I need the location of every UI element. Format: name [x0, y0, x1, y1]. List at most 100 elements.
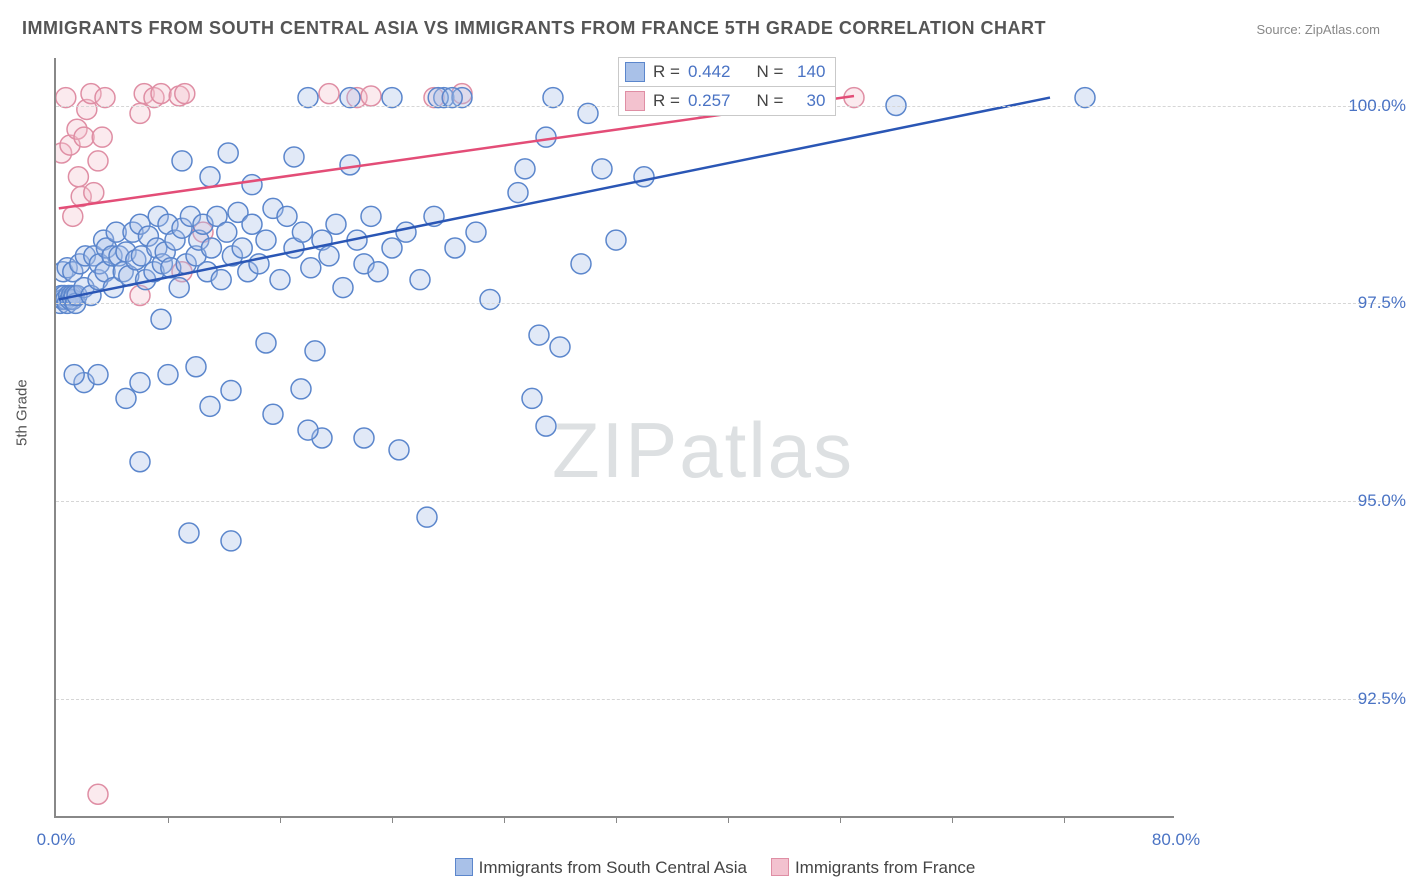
data-point [200, 167, 220, 187]
data-point [319, 246, 339, 266]
data-point [151, 309, 171, 329]
data-point [291, 379, 311, 399]
data-point [130, 373, 150, 393]
data-point [396, 222, 416, 242]
x-minor-tick [840, 816, 841, 823]
stat-row: R = 0.442 N = 140 [618, 57, 836, 87]
y-tick-label: 100.0% [1316, 96, 1406, 116]
stat-n-value: 30 [791, 91, 825, 111]
x-axis-legend: Immigrants from South Central Asia Immigr… [0, 858, 1406, 878]
data-point [480, 289, 500, 309]
stat-n-value: 140 [791, 62, 825, 82]
x-minor-tick [616, 816, 617, 823]
scatter-plot: 92.5%95.0%97.5%100.0%0.0%80.0% [54, 58, 1174, 818]
data-point [242, 214, 262, 234]
x-minor-tick [504, 816, 505, 823]
data-point [515, 159, 535, 179]
data-point [333, 278, 353, 298]
stat-n-label: N = [756, 62, 783, 82]
data-point [298, 420, 318, 440]
data-point [536, 127, 556, 147]
legend-label: Immigrants from France [795, 858, 975, 877]
data-point [64, 365, 84, 385]
data-point [354, 428, 374, 448]
data-point [389, 440, 409, 460]
data-point [382, 238, 402, 258]
data-point [92, 127, 112, 147]
data-point [417, 507, 437, 527]
data-point [130, 452, 150, 472]
x-minor-tick [952, 816, 953, 823]
legend-label: Immigrants from South Central Asia [479, 858, 747, 877]
correlation-stats: R = 0.442 N = 140R = 0.257 N = 30 [618, 58, 836, 116]
data-point [270, 270, 290, 290]
data-point [361, 206, 381, 226]
data-point [606, 230, 626, 250]
stat-r-value: 0.442 [688, 62, 731, 82]
data-point [445, 238, 465, 258]
y-tick-label: 95.0% [1316, 491, 1406, 511]
gridline [56, 303, 1396, 304]
data-point [232, 238, 252, 258]
data-point [284, 147, 304, 167]
gridline [56, 699, 1396, 700]
chart-title: IMMIGRANTS FROM SOUTH CENTRAL ASIA VS IM… [22, 18, 1046, 39]
trend-line [59, 98, 1050, 300]
data-point [84, 183, 104, 203]
legend-swatch [625, 91, 645, 111]
data-point [116, 388, 136, 408]
data-point [536, 416, 556, 436]
legend-swatch [625, 62, 645, 82]
y-axis-label: 5th Grade [14, 379, 31, 446]
data-point [466, 222, 486, 242]
data-point [571, 254, 591, 274]
x-minor-tick [1064, 816, 1065, 823]
y-tick-label: 92.5% [1316, 689, 1406, 709]
data-point [256, 333, 276, 353]
data-point [256, 230, 276, 250]
data-point [319, 84, 339, 104]
data-point [175, 84, 195, 104]
data-point [361, 86, 381, 106]
gridline [56, 501, 1396, 502]
x-tick-label: 80.0% [1152, 830, 1200, 850]
stat-r-value: 0.257 [688, 91, 731, 111]
plot-canvas [56, 58, 1176, 818]
x-minor-tick [168, 816, 169, 823]
data-point [218, 143, 238, 163]
data-point [201, 238, 221, 258]
data-point [172, 151, 192, 171]
data-point [508, 183, 528, 203]
data-point [68, 167, 88, 187]
data-point [410, 270, 430, 290]
stat-n-label: N = [756, 91, 783, 111]
data-point [301, 258, 321, 278]
legend-swatch [455, 858, 473, 876]
data-point [326, 214, 346, 234]
data-point [88, 151, 108, 171]
stat-row: R =0.257N =30 [618, 86, 836, 116]
data-point [88, 784, 108, 804]
data-point [179, 523, 199, 543]
data-point [200, 396, 220, 416]
data-point [158, 365, 178, 385]
x-minor-tick [728, 816, 729, 823]
data-point [211, 270, 231, 290]
data-point [522, 388, 542, 408]
data-point [340, 155, 360, 175]
data-point [277, 206, 297, 226]
data-point [634, 167, 654, 187]
x-minor-tick [392, 816, 393, 823]
data-point [63, 206, 83, 226]
data-point [169, 278, 189, 298]
legend-swatch [771, 858, 789, 876]
data-point [221, 531, 241, 551]
data-point [368, 262, 388, 282]
data-point [305, 341, 325, 361]
stat-r-label: R = [653, 62, 680, 82]
data-point [550, 337, 570, 357]
data-point [221, 381, 241, 401]
data-point [74, 127, 94, 147]
data-point [529, 325, 549, 345]
data-point [151, 84, 171, 104]
